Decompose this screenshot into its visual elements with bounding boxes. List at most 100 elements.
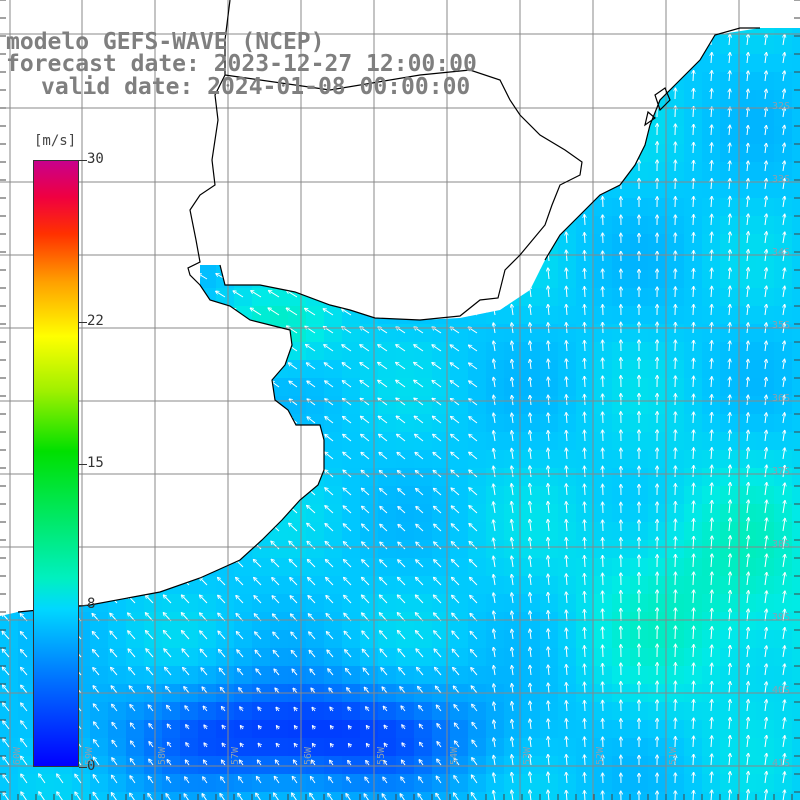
wind-cell bbox=[720, 360, 739, 379]
wind-cell bbox=[360, 108, 379, 127]
wind-arrow bbox=[179, 148, 190, 154]
wind-cell bbox=[324, 378, 343, 397]
wind-arrow bbox=[548, 232, 549, 244]
wind-arrow bbox=[145, 238, 154, 244]
wind-arrow bbox=[287, 326, 298, 334]
wind-cell bbox=[648, 180, 667, 199]
wind-cell bbox=[108, 576, 127, 595]
wind-cell bbox=[540, 558, 559, 577]
wind-arrow bbox=[180, 202, 190, 208]
wind-cell bbox=[414, 162, 433, 181]
wind-arrow bbox=[449, 6, 459, 9]
wind-cell bbox=[612, 0, 631, 19]
wind-arrow bbox=[747, 465, 748, 478]
wind-cell bbox=[666, 108, 685, 127]
wind-arrow bbox=[413, 148, 424, 154]
wind-arrow bbox=[548, 53, 549, 64]
wind-cell bbox=[522, 522, 541, 541]
wind-arrow bbox=[783, 448, 785, 460]
wind-arrow bbox=[693, 645, 694, 658]
wind-arrow bbox=[378, 398, 388, 406]
wind-cell bbox=[468, 324, 487, 343]
wind-cell bbox=[234, 558, 253, 577]
wind-cell bbox=[0, 504, 19, 523]
wind-arrow bbox=[378, 363, 388, 370]
wind-cell bbox=[162, 162, 181, 181]
wind-arrow bbox=[693, 197, 694, 208]
wind-arrow bbox=[414, 416, 424, 424]
colorbar-tick-mark bbox=[79, 767, 87, 768]
wind-arrow bbox=[252, 149, 262, 154]
wind-cell bbox=[522, 432, 541, 451]
wind-arrow bbox=[360, 202, 370, 208]
wind-cell bbox=[270, 450, 289, 469]
wind-arrow bbox=[324, 167, 334, 172]
wind-cell bbox=[738, 450, 757, 469]
wind-arrow bbox=[360, 381, 370, 388]
wind-cell bbox=[378, 306, 397, 325]
wind-cell bbox=[792, 234, 800, 253]
wind-cell bbox=[756, 162, 775, 181]
wind-arrow bbox=[602, 591, 603, 604]
wind-cell bbox=[576, 234, 595, 253]
wind-arrow bbox=[163, 274, 172, 280]
wind-cell bbox=[162, 648, 181, 667]
wind-cell bbox=[702, 342, 721, 361]
wind-cell bbox=[486, 540, 505, 559]
wind-arrow bbox=[268, 23, 279, 27]
wind-arrow bbox=[765, 359, 766, 370]
wind-arrow bbox=[359, 148, 370, 154]
wind-arrow bbox=[469, 435, 478, 442]
wind-arrow bbox=[233, 6, 243, 9]
wind-cell bbox=[792, 180, 800, 199]
wind-cell bbox=[576, 306, 595, 325]
wind-cell bbox=[198, 756, 217, 775]
wind-cell bbox=[648, 36, 667, 55]
wind-arrow bbox=[90, 184, 100, 190]
wind-cell bbox=[540, 378, 559, 397]
wind-arrow bbox=[144, 345, 154, 352]
wind-arrow bbox=[92, 578, 100, 586]
wind-arrow bbox=[217, 506, 226, 514]
wind-cell bbox=[612, 252, 631, 271]
wind-cell bbox=[774, 0, 793, 19]
wind-arrow bbox=[584, 755, 585, 766]
wind-cell bbox=[756, 522, 775, 541]
wind-arrow bbox=[378, 220, 388, 226]
wind-arrow bbox=[304, 6, 315, 9]
wind-cell bbox=[270, 306, 289, 325]
wind-cell bbox=[648, 234, 667, 253]
wind-arrow bbox=[200, 506, 208, 514]
wind-cell bbox=[252, 108, 271, 127]
wind-cell bbox=[684, 468, 703, 487]
wind-cell bbox=[216, 234, 235, 253]
wind-cell bbox=[360, 414, 379, 433]
wind-cell bbox=[558, 666, 577, 685]
wind-arrow bbox=[90, 131, 100, 136]
wind-arrow bbox=[765, 268, 767, 280]
wind-arrow bbox=[729, 413, 730, 424]
wind-arrow bbox=[584, 305, 585, 316]
wind-cell bbox=[108, 306, 127, 325]
wind-arrow bbox=[765, 89, 766, 100]
wind-arrow bbox=[413, 113, 424, 118]
wind-cell bbox=[360, 270, 379, 289]
wind-cell bbox=[594, 324, 613, 343]
wind-cell bbox=[414, 486, 433, 505]
wind-arrow bbox=[467, 41, 478, 46]
wind-arrow bbox=[216, 220, 226, 226]
wind-cell bbox=[558, 738, 577, 757]
wind-arrow bbox=[361, 416, 370, 424]
wind-arrow bbox=[512, 179, 513, 190]
wind-cell bbox=[540, 702, 559, 721]
wind-arrow bbox=[729, 483, 730, 496]
wind-cell bbox=[432, 702, 451, 721]
wind-arrow bbox=[217, 417, 226, 424]
wind-cell bbox=[522, 558, 541, 577]
wind-cell bbox=[792, 648, 800, 667]
wind-cell bbox=[126, 468, 145, 487]
wind-cell bbox=[486, 414, 505, 433]
wind-cell bbox=[252, 504, 271, 523]
wind-cell bbox=[432, 162, 451, 181]
wind-cell bbox=[108, 108, 127, 127]
